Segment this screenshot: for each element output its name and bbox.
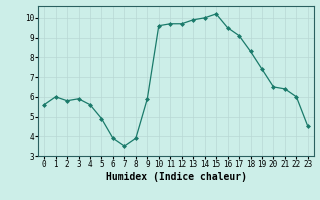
X-axis label: Humidex (Indice chaleur): Humidex (Indice chaleur)	[106, 172, 246, 182]
